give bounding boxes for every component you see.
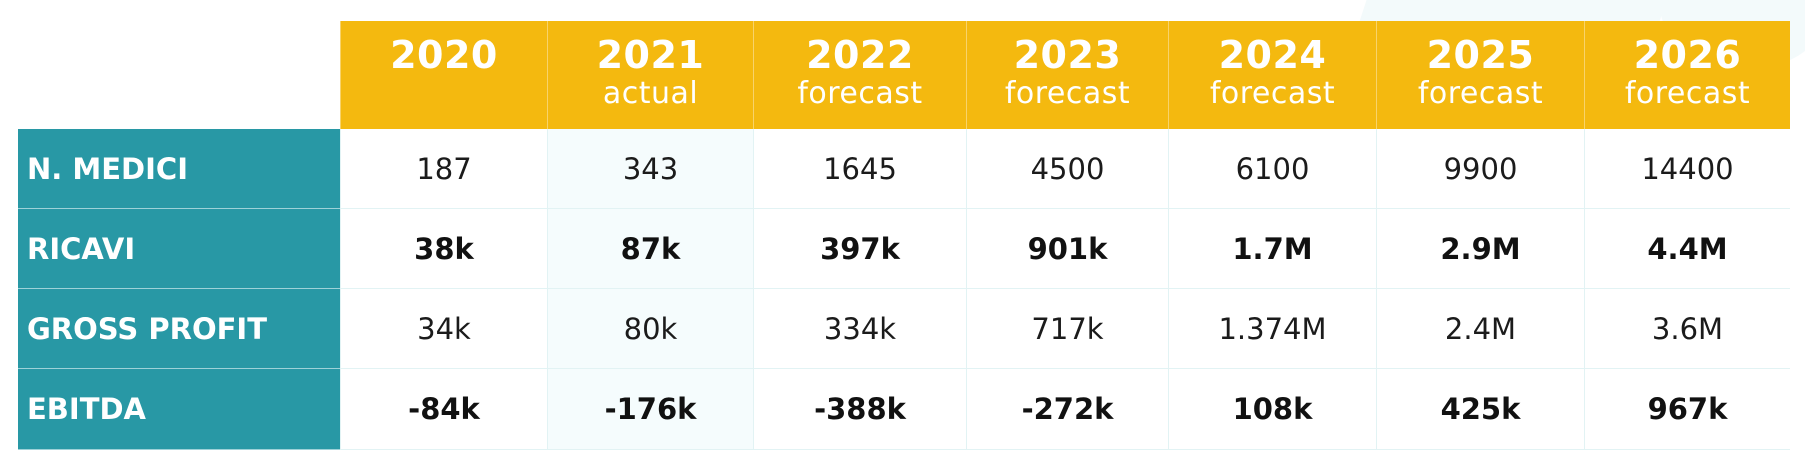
table-cell: 14400 — [1584, 129, 1790, 209]
table-cell: 2.9M — [1376, 209, 1584, 289]
column-year: 2025 — [1426, 33, 1535, 77]
column-header-2024: 2024 forecast — [1168, 21, 1376, 129]
row-label-ricavi: RICAVI — [18, 209, 340, 289]
table-cell: 108k — [1168, 369, 1376, 450]
column-year: 2023 — [1013, 33, 1122, 77]
table-cell: -176k — [547, 369, 753, 450]
column-status: forecast — [1417, 76, 1544, 111]
table-cell: -84k — [340, 369, 547, 450]
column-status: forecast — [797, 76, 923, 111]
column-status: forecast — [1004, 76, 1131, 111]
table-cell: 397k — [753, 209, 966, 289]
table-cell: 87k — [547, 209, 753, 289]
column-status: forecast — [1624, 76, 1751, 111]
column-status: actual — [602, 76, 699, 111]
table-cell: 334k — [753, 289, 966, 369]
table-cell: 4.4M — [1584, 209, 1790, 289]
column-year: 2022 — [806, 33, 914, 77]
table-corner — [18, 21, 340, 129]
table-cell: 3.6M — [1584, 289, 1790, 369]
column-year: 2024 — [1218, 33, 1327, 77]
table-cell: 901k — [966, 209, 1168, 289]
table-cell: 38k — [340, 209, 547, 289]
column-year: 2021 — [596, 33, 705, 77]
table-cell: 343 — [547, 129, 753, 209]
table-cell: -388k — [753, 369, 966, 450]
column-status: forecast — [1209, 76, 1336, 111]
table-cell: 967k — [1584, 369, 1790, 450]
table-cell: 34k — [340, 289, 547, 369]
column-header-2026: 2026 forecast — [1584, 21, 1790, 129]
table-cell: 1.374M — [1168, 289, 1376, 369]
financial-projections-table: 2020 2021 actual 2022 forecast 2023 fore… — [18, 21, 1790, 450]
table-cell: 6100 — [1168, 129, 1376, 209]
column-year: 2026 — [1633, 33, 1742, 77]
row-label-ebitda: EBITDA — [18, 369, 340, 450]
table-cell: 1.7M — [1168, 209, 1376, 289]
table-cell: 9900 — [1376, 129, 1584, 209]
column-header-2022: 2022 forecast — [753, 21, 966, 129]
table-cell: 425k — [1376, 369, 1584, 450]
column-header-2021: 2021 actual — [547, 21, 753, 129]
row-label-gross-profit: GROSS PROFIT — [18, 289, 340, 369]
table-cell: 80k — [547, 289, 753, 369]
table-cell: 2.4M — [1376, 289, 1584, 369]
table-cell: 187 — [340, 129, 547, 209]
table-cell: 4500 — [966, 129, 1168, 209]
column-header-2025: 2025 forecast — [1376, 21, 1584, 129]
row-label-medici: N. MEDICI — [18, 129, 340, 209]
table-cell: 717k — [966, 289, 1168, 369]
column-header-2023: 2023 forecast — [966, 21, 1168, 129]
table-cell: -272k — [966, 369, 1168, 450]
column-header-2020: 2020 — [340, 21, 547, 129]
column-year: 2020 — [390, 33, 498, 77]
table-cell: 1645 — [753, 129, 966, 209]
